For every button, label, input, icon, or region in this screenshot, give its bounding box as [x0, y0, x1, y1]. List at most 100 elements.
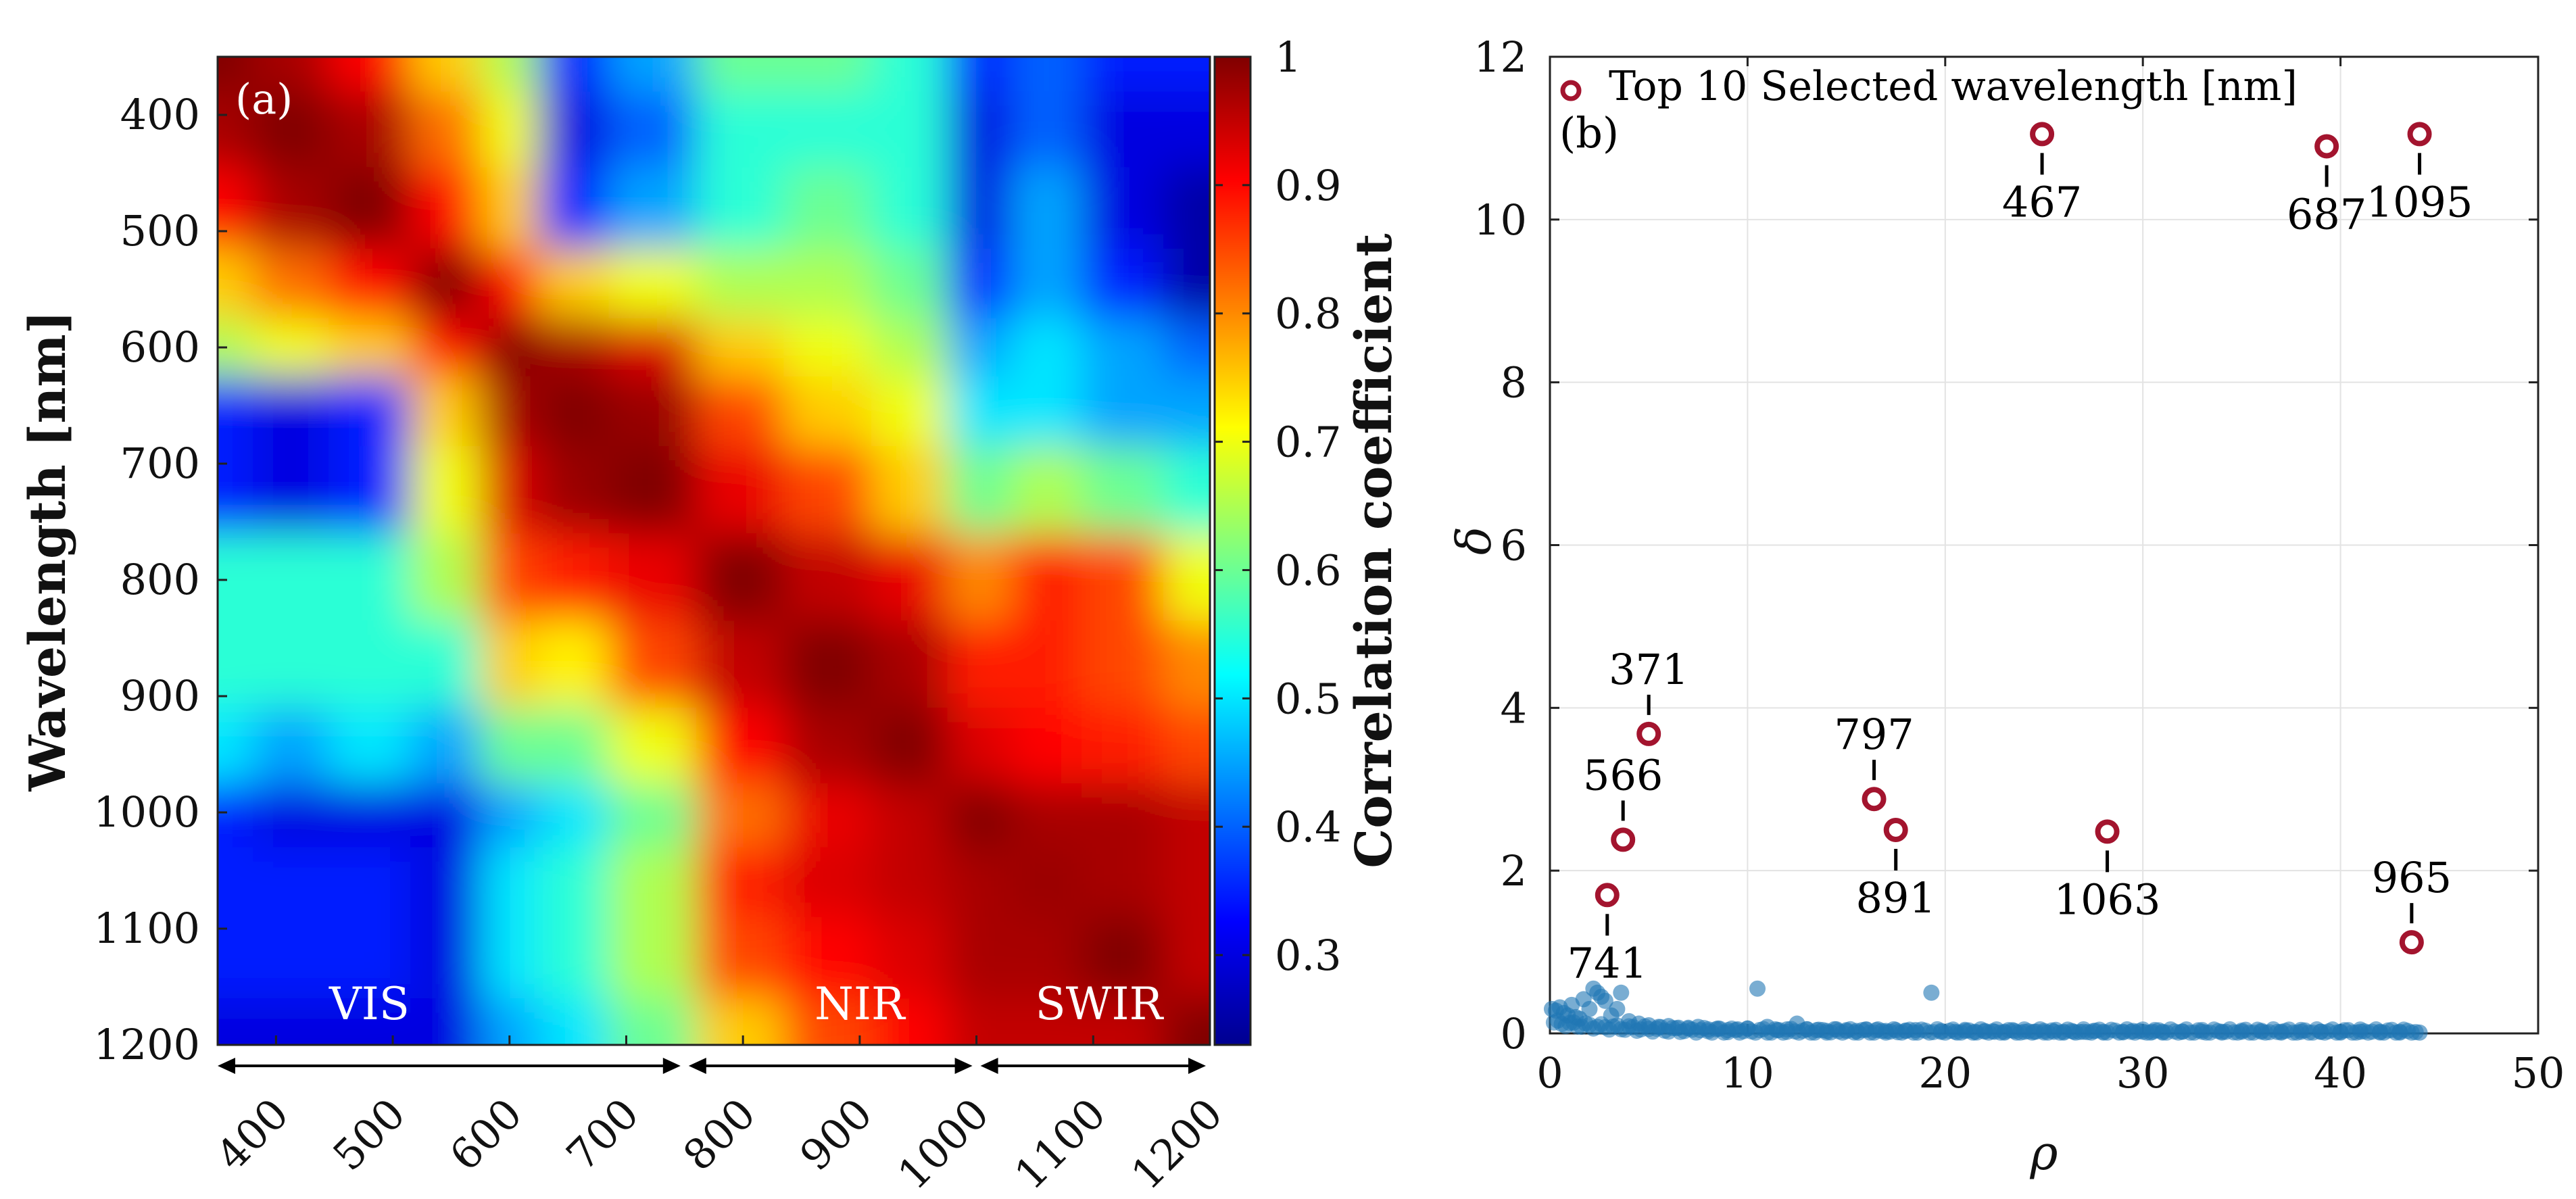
heatmap-cell	[608, 708, 698, 784]
data-point	[2391, 1023, 2408, 1040]
region-arrow-head	[980, 1058, 998, 1074]
heatmap-cell	[871, 533, 948, 622]
heatmap-cell	[1011, 998, 1083, 1045]
data-point	[2293, 1023, 2310, 1040]
heatmap-cell	[410, 167, 481, 249]
heatmap-cell	[1082, 708, 1164, 784]
heatmap-cell	[947, 318, 1013, 377]
scatter-y-tick-label: 12	[1474, 32, 1527, 82]
heatmap-cell	[696, 446, 785, 535]
heatmap-x-tick-label: 400	[207, 1089, 298, 1180]
region-labels: VIS NIR SWIR	[329, 978, 1165, 1030]
heatmap-cell	[1011, 916, 1083, 1000]
scatter-y-tick-label: 0	[1501, 1009, 1527, 1058]
heatmap-cell	[871, 620, 948, 709]
colorbar-tick-label: 1	[1275, 32, 1301, 82]
colorbar-tick-label: 0.9	[1275, 161, 1342, 210]
selected-point-label: 687	[2287, 189, 2366, 239]
heatmap-cell	[218, 376, 253, 447]
heatmap-cell	[783, 318, 873, 377]
scatter-x-tick-label: 40	[2314, 1048, 2367, 1098]
heatmap-cell	[608, 248, 698, 319]
heatmap-cell	[1082, 916, 1164, 1000]
heatmap-cell	[329, 916, 411, 1000]
data-point	[2332, 1023, 2349, 1040]
region-label: VIS	[329, 978, 410, 1030]
heatmap-cell	[608, 533, 698, 622]
heatmap-cell	[783, 620, 873, 709]
data-point	[2154, 1023, 2171, 1040]
heatmap-y-tick-label: 900	[120, 671, 200, 720]
heatmap-cell	[783, 91, 873, 168]
heatmap-cell	[1163, 446, 1210, 535]
heatmap-cell	[696, 783, 785, 848]
heatmap-cell	[871, 376, 948, 447]
heatmap-cell	[480, 533, 539, 622]
selected-point	[1611, 827, 1636, 852]
heatmap-cell	[783, 783, 873, 848]
heatmap-cell	[1011, 446, 1083, 535]
heatmap-y-tick-label: 600	[120, 322, 200, 372]
heatmap-cell	[783, 57, 873, 93]
scatter-y-tick-label: 10	[1474, 195, 1527, 245]
heatmap-cell	[608, 446, 698, 535]
heatmap-cell	[947, 91, 1013, 168]
colorbar-tick-label: 0.3	[1275, 931, 1342, 980]
heatmap-cell	[947, 620, 1013, 709]
heatmap-cell	[410, 376, 481, 447]
heatmap-cell	[783, 533, 873, 622]
heatmap-cell	[783, 916, 873, 1000]
heatmap-cell	[1163, 916, 1210, 1000]
heatmap-cell	[783, 446, 873, 535]
heatmap-cell	[947, 376, 1013, 447]
heatmap-cell	[329, 248, 411, 319]
heatmap-x-tick-label: 700	[557, 1089, 648, 1180]
heatmap-cell	[1163, 783, 1210, 848]
legend-marker	[1560, 80, 1582, 101]
heatmap-cell	[1011, 533, 1083, 622]
heatmap-cell	[1011, 318, 1083, 377]
heatmap-x-tick-label: 600	[440, 1089, 531, 1180]
data-point	[1597, 992, 1613, 1009]
legend-label: Top 10 Selected wavelength [nm]	[1609, 63, 2298, 110]
colorbar-tick-label: 0.4	[1275, 802, 1342, 852]
heatmap-cell	[480, 783, 539, 848]
selected-point-label: 1063	[2054, 875, 2161, 924]
heatmap-cell	[252, 708, 330, 784]
heatmap-cell	[871, 847, 948, 918]
heatmap-cell	[871, 91, 948, 168]
heatmap-cell	[538, 57, 610, 93]
selected-point-label: 1095	[2366, 177, 2473, 226]
heatmap-cell	[329, 708, 411, 784]
selected-point	[1883, 817, 1908, 842]
data-point	[1907, 1022, 1924, 1039]
heatmap-cell	[1082, 446, 1164, 535]
heatmap-cell	[871, 708, 948, 784]
selected-point-label: 797	[1834, 710, 1914, 759]
heatmap-cell	[871, 57, 948, 93]
heatmap-cell	[1082, 248, 1164, 319]
region-arrows	[218, 1058, 1206, 1074]
data-point	[2372, 1023, 2389, 1040]
heatmap-cell	[252, 533, 330, 622]
heatmap-cell	[608, 916, 698, 1000]
data-point	[1613, 984, 1630, 1001]
heatmap-cell	[538, 167, 610, 249]
heatmap-cell	[329, 446, 411, 535]
heatmap-cell	[608, 57, 698, 93]
data-point	[1923, 984, 1940, 1001]
heatmap-cell	[871, 783, 948, 848]
data-point	[2312, 1023, 2329, 1040]
heatmap-cell	[329, 91, 411, 168]
colorbar-ticks: 1 0.9 0.8 0.7 0.6 0.5 0.4 0.3	[1215, 32, 1342, 980]
heatmap-cell	[480, 847, 539, 918]
region-label: NIR	[815, 978, 906, 1030]
data-point	[2233, 1023, 2250, 1040]
heatmap-y-tick-label: 1000	[93, 787, 200, 837]
heatmap-y-tick-label: 1200	[93, 1020, 200, 1069]
heatmap-cell	[410, 57, 481, 93]
heatmap-cell	[947, 708, 1013, 784]
heatmap-cell	[1082, 91, 1164, 168]
heatmap-cell	[329, 376, 411, 447]
selected-point	[2030, 122, 2055, 147]
